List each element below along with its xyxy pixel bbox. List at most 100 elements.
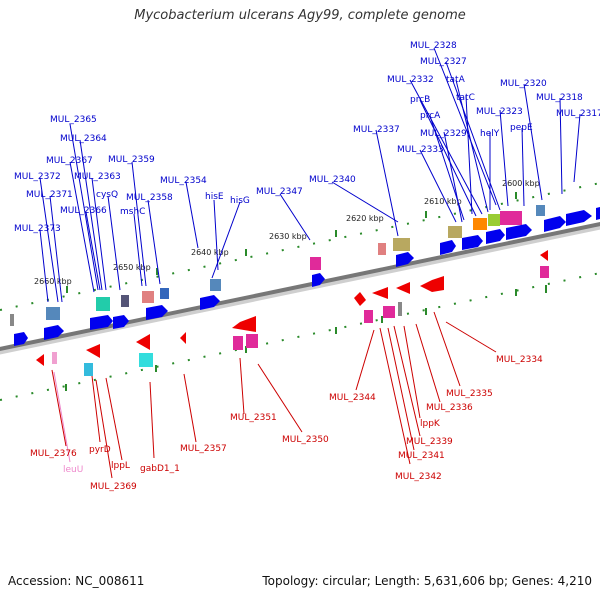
reverse-gene-arrow bbox=[540, 250, 548, 261]
forward-gene-arrow bbox=[146, 305, 168, 320]
gene-label-tatC: tatC bbox=[456, 93, 475, 103]
forward-gene-arrow bbox=[396, 252, 414, 267]
feature-block bbox=[383, 306, 395, 318]
gene-label-MUL_2335: MUL_2335 bbox=[446, 389, 493, 399]
gene-label-MUL_2363: MUL_2363 bbox=[74, 172, 121, 182]
gene-label-MUL_2329: MUL_2329 bbox=[420, 129, 467, 139]
forward-gene-arrow bbox=[113, 315, 129, 329]
feature-block bbox=[378, 243, 386, 255]
scale-label: 2660 kbp bbox=[34, 277, 72, 286]
feature-block bbox=[246, 334, 258, 348]
reverse-gene-arrow bbox=[420, 276, 444, 292]
reverse-gene-arrow bbox=[354, 292, 366, 306]
forward-gene-arrow bbox=[440, 240, 456, 255]
gene-label-MUL_2367: MUL_2367 bbox=[46, 156, 93, 166]
gene-label-MUL_2328: MUL_2328 bbox=[410, 41, 457, 51]
gene-label-MUL_2340: MUL_2340 bbox=[309, 175, 356, 185]
gene-label-MUL_2323: MUL_2323 bbox=[476, 107, 523, 117]
gene-label-MUL_2359: MUL_2359 bbox=[108, 155, 155, 165]
gene-label-MUL_2332: MUL_2332 bbox=[387, 75, 434, 85]
gene-label-MUL_2347: MUL_2347 bbox=[256, 187, 303, 197]
feature-block bbox=[10, 314, 14, 326]
forward-gene-arrow bbox=[596, 207, 600, 220]
gene-label-prcB: prcB bbox=[410, 95, 430, 105]
gene-label-MUL_2341: MUL_2341 bbox=[398, 451, 445, 461]
feature-block bbox=[233, 336, 243, 350]
reverse-gene-arrow bbox=[36, 354, 44, 366]
feature-block bbox=[448, 226, 462, 238]
gene-label-MUL_2337: MUL_2337 bbox=[353, 125, 400, 135]
scale-label: 2640 kbp bbox=[191, 248, 229, 257]
forward-gene-arrow bbox=[462, 235, 483, 250]
forward-gene-arrows bbox=[14, 207, 600, 346]
feature-block bbox=[96, 297, 110, 311]
reverse-gene-arrow bbox=[86, 344, 100, 358]
leuU-leader-line bbox=[53, 371, 71, 463]
gene-label-gabD1_1: gabD1_1 bbox=[140, 464, 180, 474]
forward-gene-arrow bbox=[200, 295, 220, 310]
gene-label-tatA: tatA bbox=[446, 75, 466, 85]
reverse-gene-arrow bbox=[136, 334, 150, 350]
gene-label-MUL_2364: MUL_2364 bbox=[60, 134, 107, 144]
reverse-gene-arrow bbox=[396, 282, 410, 294]
gene-label-MUL_2358: MUL_2358 bbox=[126, 193, 173, 203]
accession-text: Accession: NC_008611 bbox=[8, 574, 145, 588]
gene-label-mshC: mshC bbox=[120, 207, 145, 217]
gene-label-MUL_2365: MUL_2365 bbox=[50, 115, 97, 125]
gene-label-MUL_2333: MUL_2333 bbox=[397, 145, 444, 155]
gene-label-helY: helY bbox=[480, 129, 500, 139]
feature-block bbox=[364, 310, 373, 323]
gene-label-MUL_2336: MUL_2336 bbox=[426, 403, 473, 413]
feature-block bbox=[160, 288, 169, 299]
reverse-gene-arrow bbox=[232, 316, 256, 332]
reverse-gene-arrow bbox=[372, 287, 388, 299]
scale-label: 2630 kbp bbox=[269, 232, 307, 241]
gene-label-hisG: hisG bbox=[230, 196, 250, 206]
gene-label-MUL_2372: MUL_2372 bbox=[14, 172, 61, 182]
feature-block bbox=[473, 218, 487, 230]
forward-gene-arrow bbox=[544, 216, 566, 232]
forward-gene-arrow bbox=[312, 273, 325, 287]
gene-label-MUL_2350: MUL_2350 bbox=[282, 435, 329, 445]
gene-label-lppK: lppK bbox=[420, 419, 441, 429]
scale-label: 2650 kbp bbox=[113, 263, 151, 272]
gene-label-cysQ: cysQ bbox=[96, 190, 118, 200]
gene-label-MUL_2344: MUL_2344 bbox=[329, 393, 376, 403]
feature-block bbox=[398, 302, 402, 316]
forward-gene-arrow bbox=[506, 224, 532, 240]
feature-block bbox=[52, 352, 57, 364]
genome-summary-text: Topology: circular; Length: 5,631,606 bp… bbox=[262, 574, 592, 588]
forward-gene-arrow bbox=[90, 315, 113, 330]
scale-ticks bbox=[65, 192, 547, 391]
gene-label-leuU: leuU bbox=[63, 465, 83, 475]
forward-gene-arrow bbox=[14, 332, 28, 346]
scale-label: 2620 kbp bbox=[346, 214, 384, 223]
gene-label-pepE: pepE bbox=[510, 123, 533, 133]
forward-gene-arrow bbox=[44, 325, 64, 340]
gene-label-MUL_2376: MUL_2376 bbox=[30, 449, 77, 459]
feature-block bbox=[500, 211, 522, 225]
feature-block bbox=[46, 307, 60, 320]
feature-block bbox=[121, 295, 129, 307]
gene-label-MUL_2327: MUL_2327 bbox=[420, 57, 467, 67]
scale-label: 2610 kbp bbox=[424, 197, 462, 206]
gene-label-MUL_2318: MUL_2318 bbox=[536, 93, 583, 103]
forward-gene-arrow bbox=[566, 210, 592, 226]
forward-leader-lines bbox=[39, 47, 581, 303]
gene-label-MUL_2369: MUL_2369 bbox=[90, 482, 137, 492]
feature-block bbox=[310, 257, 321, 270]
gene-label-MUL_2342: MUL_2342 bbox=[395, 472, 442, 482]
gene-label-MUL_2351: MUL_2351 bbox=[230, 413, 277, 423]
reverse-gene-arrow bbox=[180, 332, 186, 344]
forward-gene-arrow bbox=[486, 229, 505, 244]
gene-label-pyrD: pyrD bbox=[89, 445, 111, 455]
gene-label-MUL_2339: MUL_2339 bbox=[406, 437, 453, 447]
gene-label-MUL_2366: MUL_2366 bbox=[60, 206, 107, 216]
gene-label-MUL_2320: MUL_2320 bbox=[500, 79, 547, 89]
reverse-gene-arrows bbox=[36, 250, 548, 366]
gene-label-hisE: hisE bbox=[205, 192, 224, 202]
feature-block bbox=[393, 238, 410, 251]
scale-label: 2600 kbp bbox=[502, 179, 540, 188]
reverse-leader-lines bbox=[51, 311, 497, 479]
